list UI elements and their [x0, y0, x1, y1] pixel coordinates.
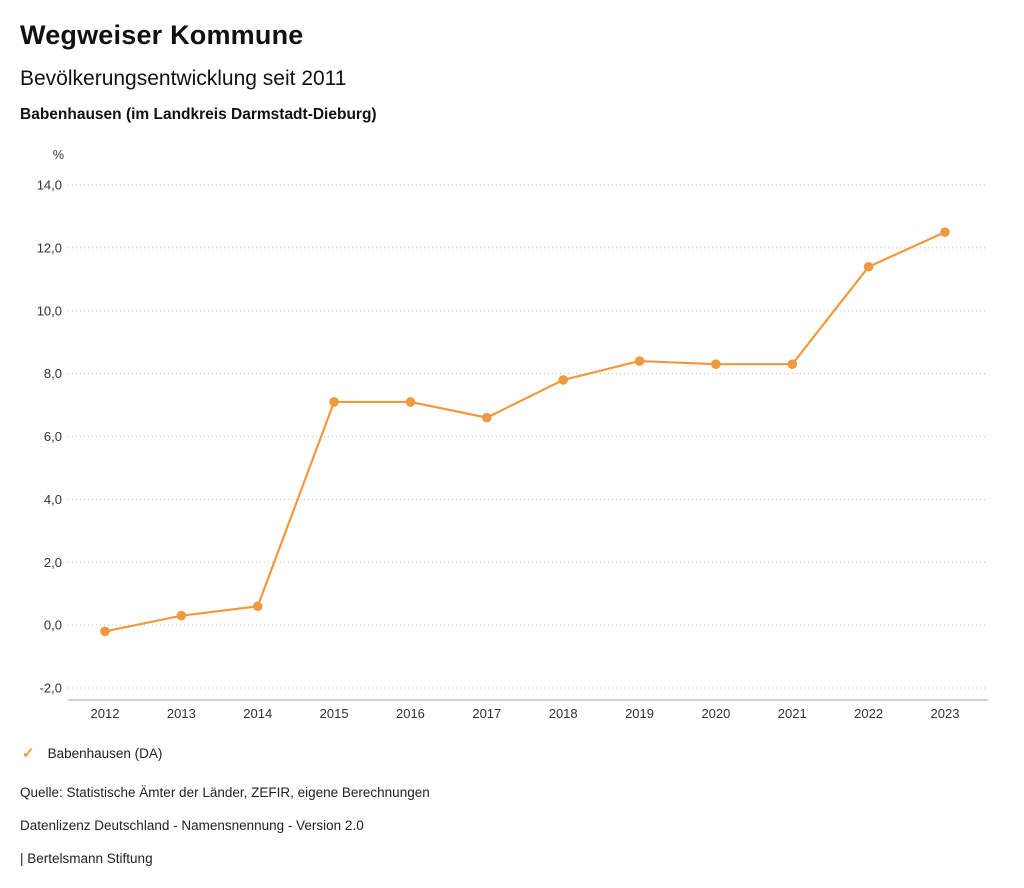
chart-title: Bevölkerungsentwicklung seit 2011: [20, 67, 347, 90]
x-tick-label-2020: 2020: [701, 706, 730, 721]
legend-label: Babenhausen (DA): [47, 746, 163, 761]
license-note: Datenlizenz Deutschland - Namensnennung …: [20, 818, 364, 833]
legend-check-icon: ✓: [22, 745, 35, 762]
data-point-2016[interactable]: [405, 397, 416, 407]
data-point-2023[interactable]: [940, 227, 950, 237]
x-tick-label-2019: 2019: [625, 706, 654, 721]
x-tick-label-2017: 2017: [472, 706, 501, 721]
y-tick-label: 6,0: [44, 429, 62, 444]
chart-header: Wegweiser Kommune Bevölkerungsentwicklun…: [20, 20, 377, 124]
chart-canvas: % -2,0 0,0 2,0 4,0 6,0 8,0 10,0 12,0 14,0 2012 2013…: [37, 148, 988, 721]
x-tick-label-2013: 2013: [167, 706, 196, 721]
y-tick-label: 12,0: [37, 240, 62, 255]
chart-location: Babenhausen (im Landkreis Darmstadt-Dieb…: [20, 106, 377, 123]
x-tick-label-2014: 2014: [243, 706, 272, 721]
x-tick-label-2015: 2015: [320, 706, 349, 721]
data-point-2021[interactable]: [787, 359, 798, 369]
x-tick-label-2018: 2018: [549, 706, 578, 721]
x-tick-label-2012: 2012: [91, 706, 120, 721]
data-point-2015[interactable]: [329, 397, 339, 407]
x-tick-label-2022: 2022: [854, 706, 883, 721]
data-point-2012[interactable]: [100, 626, 110, 637]
data-point-2017[interactable]: [482, 412, 492, 423]
y-tick-label: 4,0: [44, 492, 62, 507]
data-point-2018[interactable]: [558, 375, 568, 385]
chart-footer: Quelle: Statistische Ämter der Länder, Z…: [20, 785, 430, 884]
source-note: Quelle: Statistische Ämter der Länder, Z…: [20, 785, 430, 800]
y-tick-label: 2,0: [44, 555, 62, 570]
data-point-2020[interactable]: [711, 359, 721, 369]
population-line-chart: % -2,0 0,0 2,0 4,0 6,0 8,0 10,0 12,0 14,0 2012 2013…: [0, 140, 1024, 730]
publisher-note: | Bertelsmann Stiftung: [20, 851, 153, 866]
legend-item-babenhausen[interactable]: ✓ Babenhausen (DA): [22, 746, 162, 761]
x-tick-label-2021: 2021: [778, 706, 807, 721]
data-point-2019[interactable]: [634, 356, 645, 366]
y-tick-label: 0,0: [44, 618, 62, 633]
y-tick-label: 8,0: [44, 366, 62, 381]
y-tick-label: -2,0: [40, 681, 62, 696]
series-line: [104, 231, 946, 633]
page-title: Wegweiser Kommune: [20, 20, 304, 50]
y-tick-label: 10,0: [37, 303, 62, 318]
y-axis-unit-label: %: [53, 148, 64, 162]
y-tick-label: 14,0: [37, 178, 62, 193]
data-point-2013[interactable]: [176, 610, 187, 621]
x-tick-label-2016: 2016: [396, 706, 425, 721]
data-point-2022[interactable]: [863, 261, 874, 272]
x-tick-label-2023: 2023: [931, 706, 960, 721]
data-point-2014[interactable]: [252, 601, 263, 612]
